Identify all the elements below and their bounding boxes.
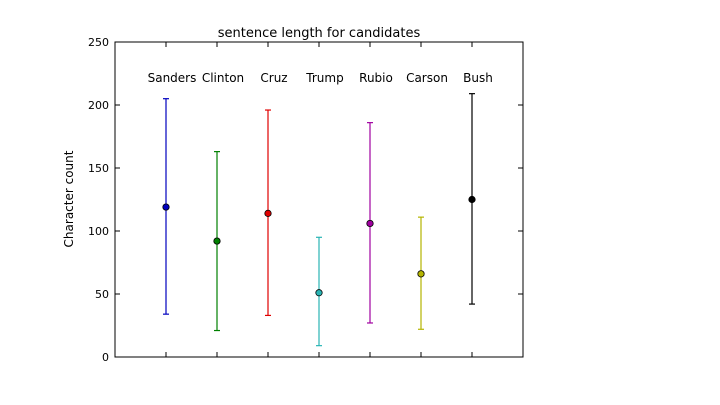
category-label: Sanders — [148, 71, 197, 85]
y-tick-label: 150 — [88, 162, 109, 175]
y-tick-label: 250 — [88, 36, 109, 49]
y-tick-label: 200 — [88, 99, 109, 112]
category-label: Rubio — [359, 71, 393, 85]
mean-point — [366, 219, 374, 228]
category-label: Carson — [406, 71, 448, 85]
category-label: Cruz — [260, 71, 287, 85]
chart-title: sentence length for candidates — [218, 26, 421, 41]
mean-point — [468, 195, 476, 204]
mean-point — [315, 289, 323, 297]
mean-point — [264, 209, 272, 217]
category-label: Trump — [305, 71, 343, 85]
y-tick-label: 50 — [95, 288, 109, 301]
y-axis-label: Character count — [62, 150, 76, 247]
mean-point — [162, 203, 170, 211]
chart-marks: 0 50 100 150 200 250 Sanders Clinton Cruz Trump Ru… — [88, 36, 523, 364]
mean-point — [213, 237, 221, 245]
category-label: Clinton — [202, 71, 244, 85]
y-tick-label: 100 — [88, 225, 109, 238]
category-label: Bush — [463, 71, 493, 85]
mean-point — [417, 270, 425, 278]
y-tick-label: 0 — [102, 351, 109, 364]
